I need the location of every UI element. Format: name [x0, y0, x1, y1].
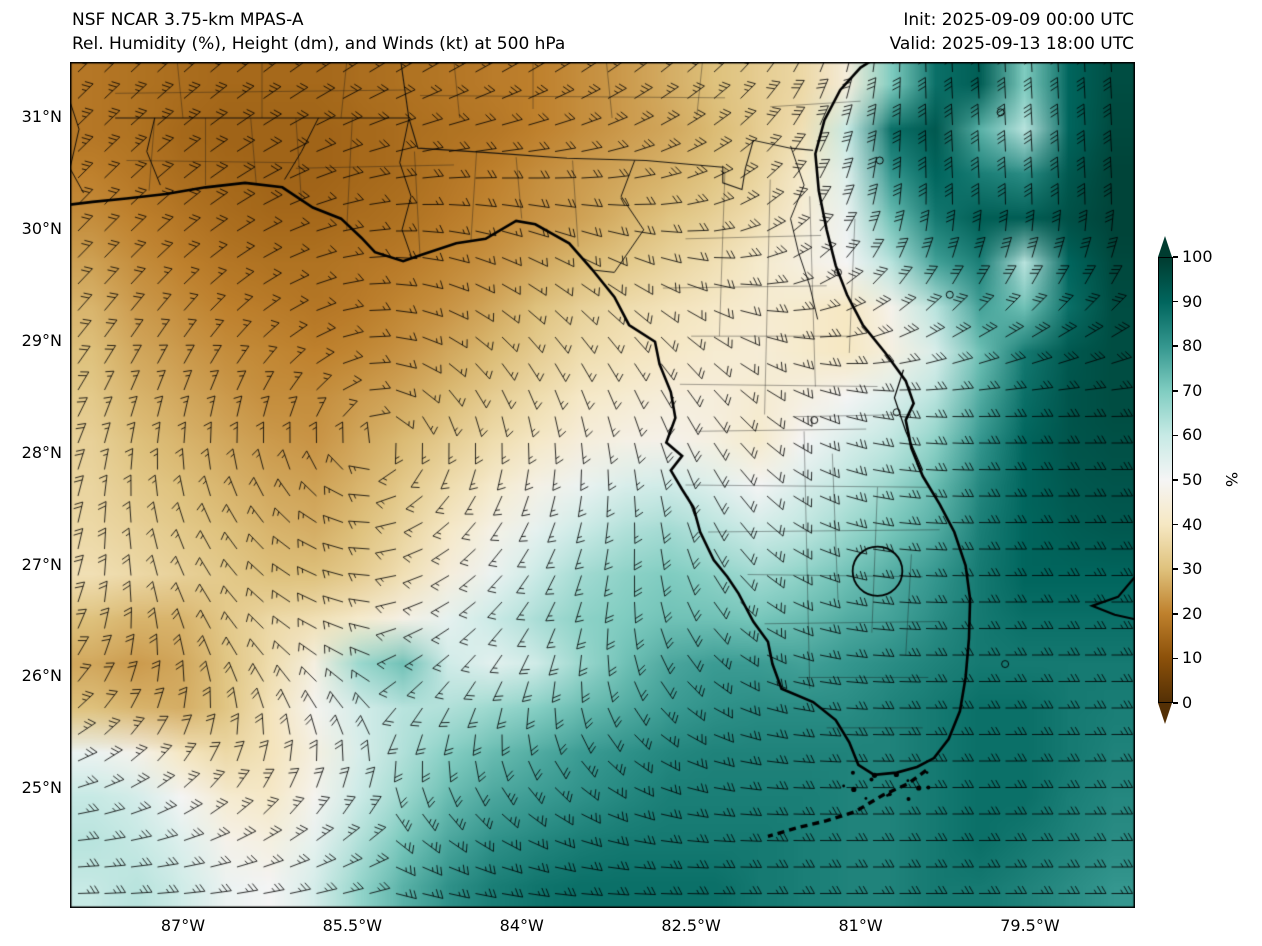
colorbar-tick-label: 60	[1182, 425, 1203, 445]
lon-axis-label: 87°W	[160, 916, 206, 935]
colorbar-unit-label: %	[1222, 471, 1242, 488]
valid-time-label: Valid: 2025-09-13 18:00 UTC	[889, 34, 1134, 54]
lon-axis-label: 82.5°W	[661, 916, 721, 935]
lat-axis-label: 28°N	[21, 442, 62, 462]
colorbar-tick-label: 100	[1182, 247, 1213, 266]
lon-axis-label: 84°W	[499, 916, 544, 935]
page-title: NSF NCAR 3.75-km MPAS-A	[72, 10, 304, 30]
colorbar-tick-label: 30	[1182, 559, 1203, 579]
weather-map-canvas	[70, 62, 1135, 908]
lat-axis-label: 25°N	[21, 778, 62, 798]
colorbar-tick-label: 10	[1182, 648, 1203, 668]
colorbar-tick-mark	[1173, 657, 1178, 660]
colorbar-tick-mark	[1173, 523, 1178, 526]
colorbar-tick-label: 0	[1182, 693, 1193, 712]
colorbar-arrow-top-icon	[1158, 236, 1172, 257]
map-panel	[70, 62, 1135, 908]
colorbar-tick-mark	[1173, 613, 1178, 615]
colorbar-tick-mark	[1173, 434, 1178, 437]
lon-axis-label: 81°W	[838, 916, 883, 935]
figure-subtitle: Rel. Humidity (%), Height (dm), and Wind…	[72, 34, 566, 54]
lat-axis-label: 26°N	[21, 666, 62, 686]
colorbar-tick-label: 70	[1182, 380, 1203, 400]
colorbar-tick-mark	[1173, 702, 1178, 704]
colorbar-arrow-bottom-icon	[1158, 703, 1172, 724]
lat-axis-label: 27°N	[21, 554, 62, 574]
colorbar-tick-label: 80	[1182, 336, 1203, 356]
colorbar-tick-mark	[1173, 256, 1178, 258]
colorbar-tick-mark	[1173, 568, 1178, 570]
colorbar-tick-label: 20	[1182, 603, 1203, 623]
colorbar-tick-label: 90	[1182, 291, 1203, 311]
lon-axis-label: 79.5°W	[1000, 916, 1060, 935]
lat-axis-label: 31°N	[21, 106, 62, 126]
init-time-label: Init: 2025-09-09 00:00 UTC	[903, 10, 1134, 30]
colorbar-tick-label: 50	[1182, 470, 1203, 489]
colorbar-tick-mark	[1173, 345, 1178, 347]
lat-axis-label: 30°N	[21, 218, 62, 238]
colorbar-tick-mark	[1173, 479, 1178, 481]
colorbar-gradient	[1158, 257, 1173, 703]
lat-axis-label: 29°N	[21, 330, 62, 350]
colorbar-tick-mark	[1173, 300, 1178, 303]
colorbar-tick-label: 40	[1182, 514, 1203, 534]
colorbar-tick-mark	[1173, 390, 1178, 392]
lon-axis-label: 85.5°W	[322, 916, 383, 935]
